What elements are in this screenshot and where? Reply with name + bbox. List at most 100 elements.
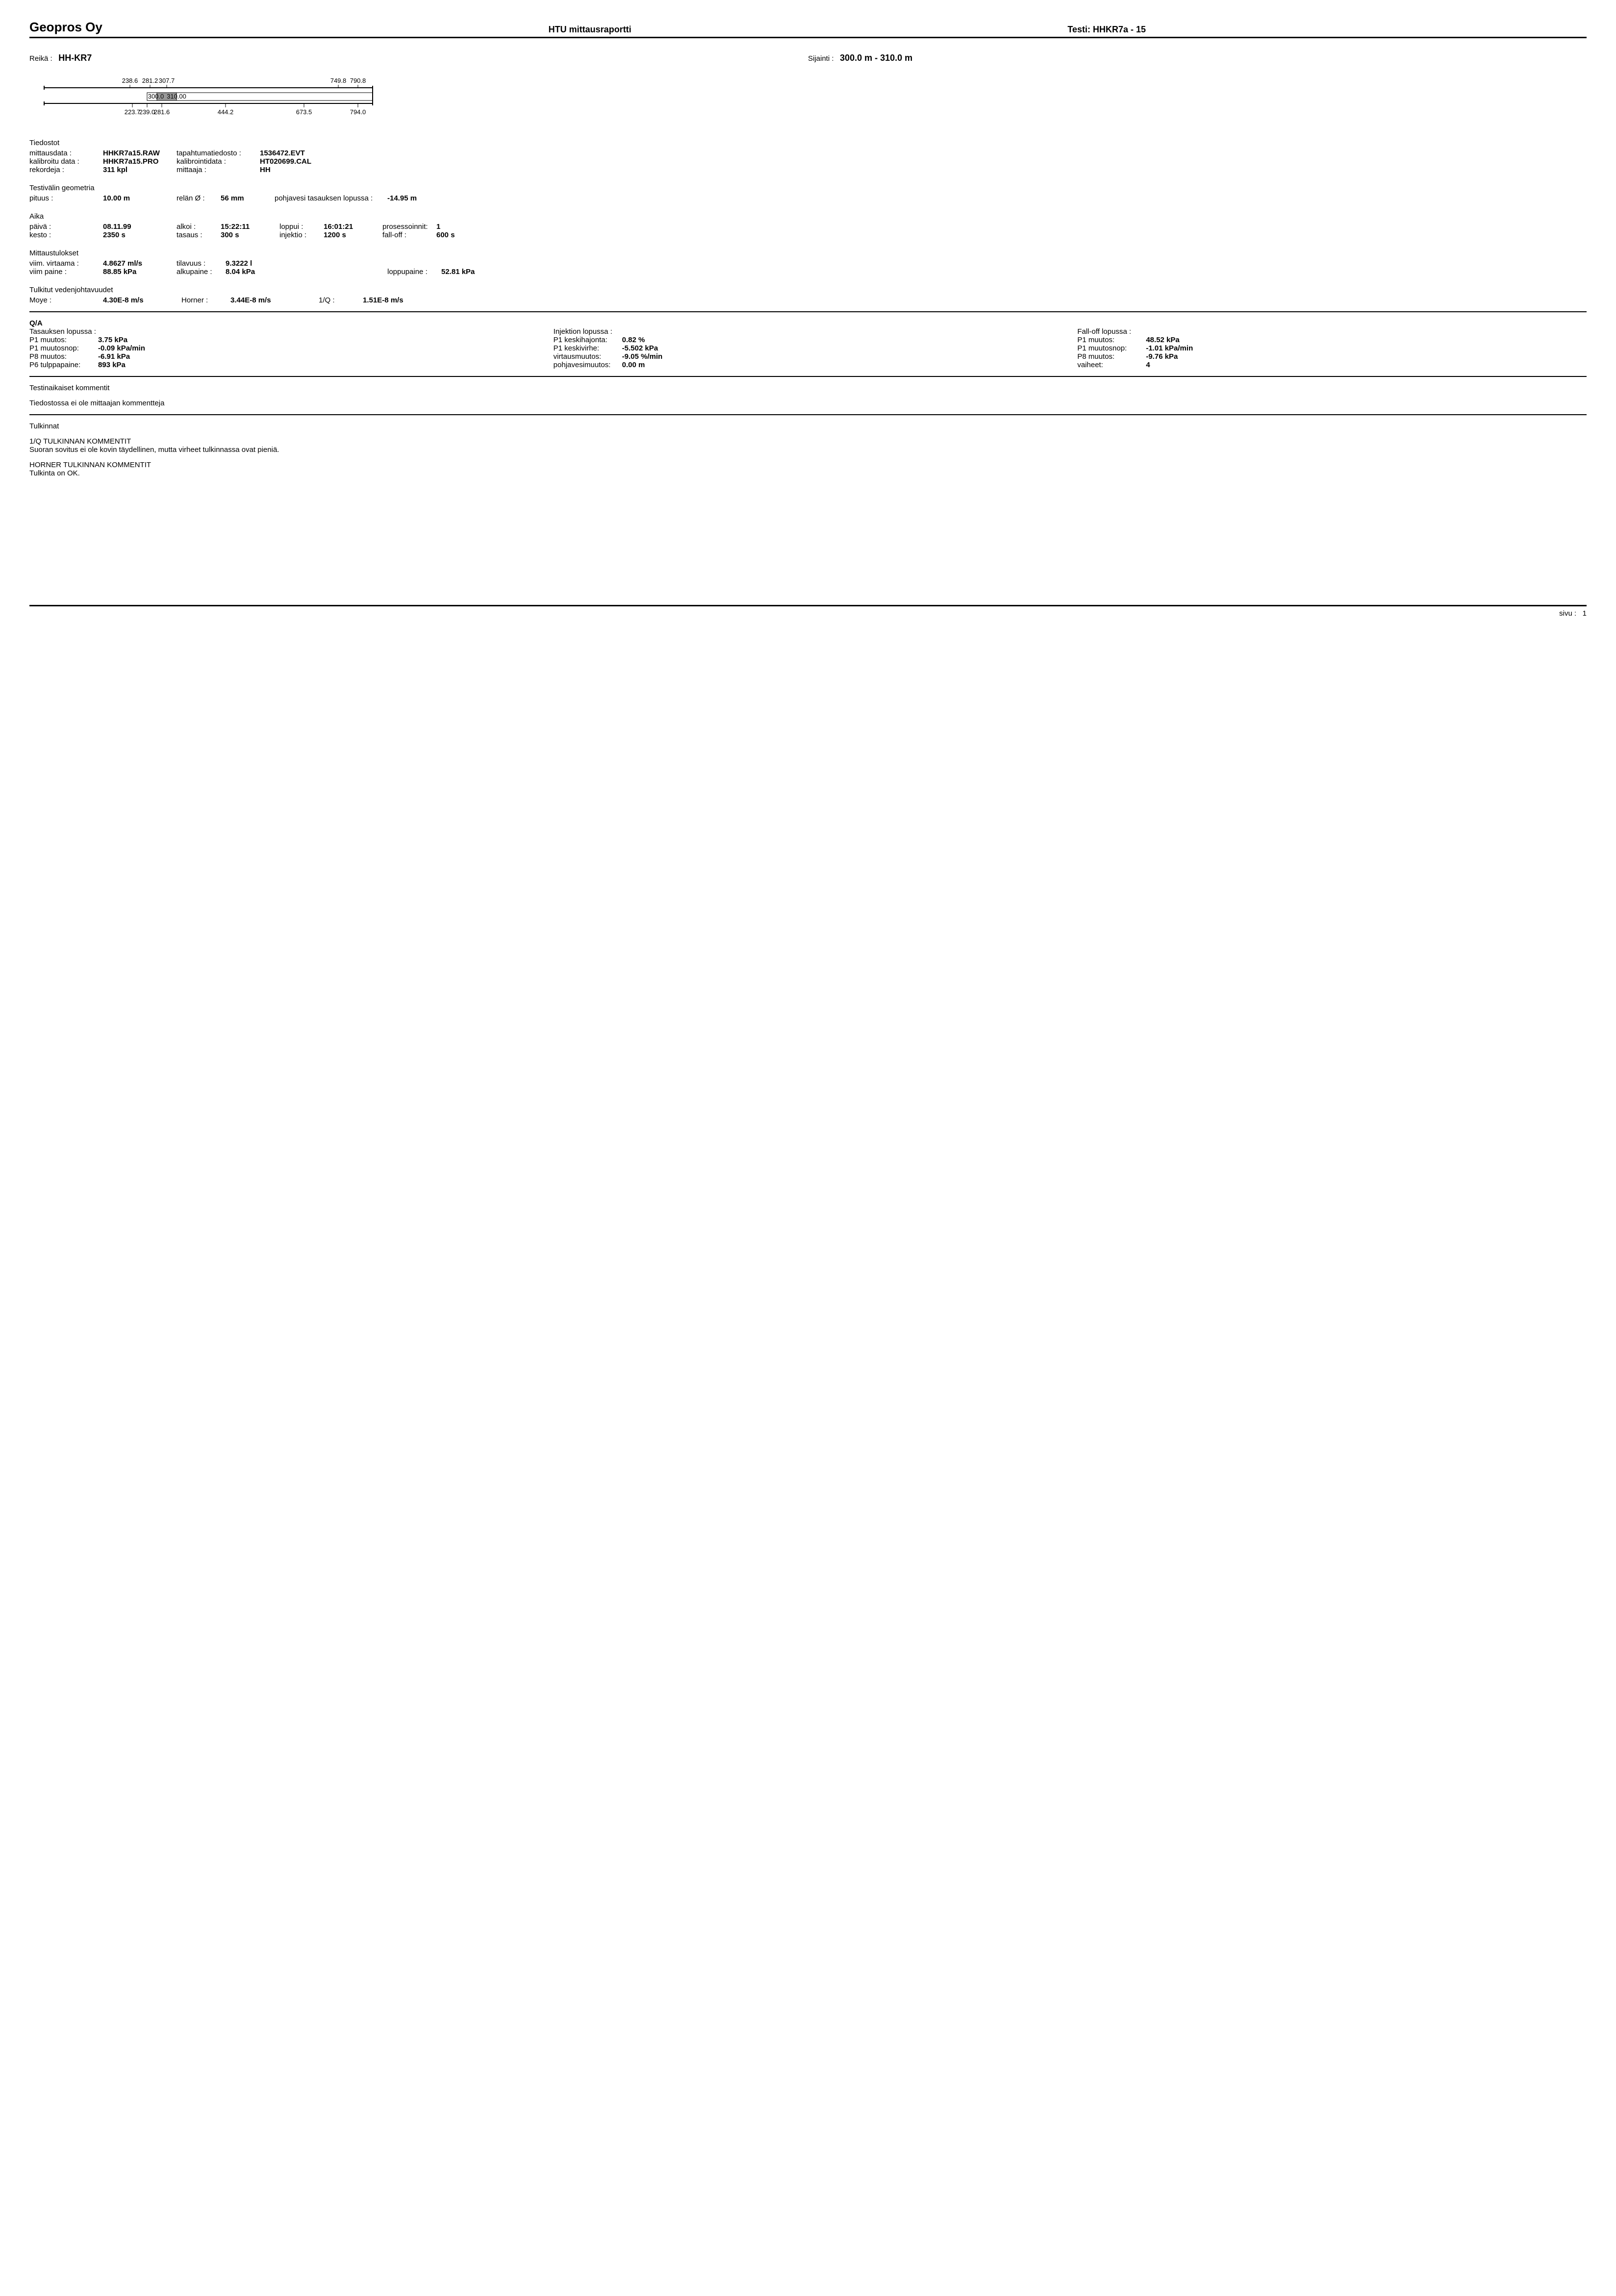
data-pair: loppui :16:01:21: [279, 223, 373, 231]
qa-column: Fall-off lopussa :P1 muutos:48.52 kPaP1 …: [1077, 327, 1587, 369]
qa-label: pohjavesimuutos:: [554, 361, 622, 369]
field-value: 600 s: [436, 231, 461, 239]
file-value: HH: [260, 166, 324, 174]
file-value: HHKR7a15.RAW: [103, 149, 167, 157]
divider: [29, 311, 1587, 312]
qa-label: P1 muutosnop:: [29, 344, 98, 352]
groundwater-value: -14.95 m: [387, 194, 451, 202]
svg-text:310.00: 310.00: [167, 93, 186, 100]
depth-diagram: 238.6281.2307.7749.8790.8 300.0310.00 22…: [29, 73, 1587, 124]
data-pair: Horner :3.44E-8 m/s: [181, 296, 309, 304]
svg-text:794.0: 794.0: [350, 108, 366, 116]
field-value: 9.3222 l: [226, 259, 275, 268]
data-pair: Moye :4.30E-8 m/s: [29, 296, 172, 304]
field-value: 15:22:11: [221, 223, 270, 231]
report-header: Geopros Oy HTU mittausraportti Testi: HH…: [29, 20, 1587, 38]
file-label: rekordeja :: [29, 166, 103, 174]
qa-value: -9.05 %/min: [622, 352, 663, 361]
svg-text:749.8: 749.8: [330, 77, 347, 84]
time-row-1: päivä :08.11.99alkoi :15:22:11loppui :16…: [29, 223, 1587, 231]
report-title: HTU mittausraportti: [549, 25, 1068, 35]
file-label: tapahtumatiedosto :: [177, 149, 260, 157]
results-title: Mittaustulokset: [29, 249, 1587, 257]
svg-text:223.7: 223.7: [125, 108, 141, 116]
file-label: kalibrointidata :: [177, 157, 260, 166]
field-label: injektio :: [279, 231, 324, 239]
svg-text:444.2: 444.2: [218, 108, 234, 116]
hole-label: Reikä :: [29, 54, 52, 63]
svg-text:300.0: 300.0: [148, 93, 164, 100]
qa-value: -6.91 kPa: [98, 352, 130, 361]
file-value: 311 kpl: [103, 166, 167, 174]
field-value: 16:01:21: [324, 223, 373, 231]
qa-label: P8 muutos:: [29, 352, 98, 361]
qa-label: P1 keskihajonta:: [554, 336, 622, 344]
qa-label: vaiheet:: [1077, 361, 1146, 369]
svg-text:281.6: 281.6: [154, 108, 170, 116]
qa-value: 3.75 kPa: [98, 336, 127, 344]
field-value: 3.44E-8 m/s: [230, 296, 309, 304]
field-value: 1200 s: [324, 231, 373, 239]
qa-label: P1 keskivirhe:: [554, 344, 622, 352]
page-label: sivu :: [1559, 609, 1576, 618]
hole-location-row: Reikä : HH-KR7 Sijainti : 300.0 m - 310.…: [29, 53, 1587, 63]
field-value: 1.51E-8 m/s: [363, 296, 431, 304]
test-id-value: HHKR7a - 15: [1093, 25, 1146, 34]
field-label: loppupaine :: [387, 268, 441, 276]
qa-value: -0.09 kPa/min: [98, 344, 145, 352]
field-label: kesto :: [29, 231, 103, 239]
time-title: Aika: [29, 212, 1587, 221]
geom-title: Testivälin geometria: [29, 184, 1587, 192]
qa-value: 893 kPa: [98, 361, 126, 369]
qa-label: P1 muutos:: [29, 336, 98, 344]
data-pair: päivä :08.11.99: [29, 223, 167, 231]
field-value: 4.8627 ml/s: [103, 259, 167, 268]
data-pair: alkupaine :8.04 kPa: [177, 268, 275, 276]
divider: [29, 376, 1587, 377]
groundwater-label: pohjavesi tasauksen lopussa :: [275, 194, 387, 202]
field-value: 52.81 kPa: [441, 268, 490, 276]
svg-text:673.5: 673.5: [296, 108, 312, 116]
data-pair: kesto :2350 s: [29, 231, 167, 239]
field-value: [328, 268, 378, 276]
qa-value: -5.502 kPa: [622, 344, 658, 352]
comments-text: Tiedostossa ei ole mittaajan kommentteja: [29, 399, 1587, 407]
svg-text:790.8: 790.8: [350, 77, 366, 84]
page-number: 1: [1583, 609, 1587, 618]
interp-horner-text: Tulkinta on OK.: [29, 469, 1587, 477]
field-label: viim. virtaama :: [29, 259, 103, 268]
results-row-2: viim paine :88.85 kPa alkupaine :8.04 kPa…: [29, 268, 1587, 276]
field-label: fall-off :: [382, 231, 436, 239]
field-value: 300 s: [221, 231, 270, 239]
field-label: [387, 259, 441, 268]
qa-label: virtausmuutos:: [554, 352, 622, 361]
data-pair: [284, 259, 378, 268]
qa-value: 0.00 m: [622, 361, 645, 369]
data-pair: loppupaine :52.81 kPa: [387, 268, 490, 276]
test-label: Testi:: [1067, 25, 1090, 34]
page-footer: sivu : 1: [29, 605, 1587, 618]
qa-label: P1 muutos:: [1077, 336, 1146, 344]
data-pair: tasaus :300 s: [177, 231, 270, 239]
field-label: Horner :: [181, 296, 230, 304]
field-label: tasaus :: [177, 231, 221, 239]
qa-value: -9.76 kPa: [1146, 352, 1178, 361]
data-pair: 1/Q :1.51E-8 m/s: [319, 296, 431, 304]
data-pair: fall-off :600 s: [382, 231, 461, 239]
qa-columns: Tasauksen lopussa :P1 muutos:3.75 kPaP1 …: [29, 327, 1587, 369]
field-value: 08.11.99: [103, 223, 167, 231]
svg-text:239.0: 239.0: [139, 108, 155, 116]
field-label: [284, 259, 328, 268]
interp-horner-title: HORNER TULKINNAN KOMMENTIT: [29, 461, 1587, 469]
diameter-label: relän Ø :: [177, 194, 221, 202]
qa-column: Tasauksen lopussa :P1 muutos:3.75 kPaP1 …: [29, 327, 539, 369]
file-value: HT020699.CAL: [260, 157, 324, 166]
files-title: Tiedostot: [29, 139, 1587, 147]
field-value: 1: [436, 223, 461, 231]
diameter-value: 56 mm: [221, 194, 265, 202]
field-value: 88.85 kPa: [103, 268, 167, 276]
data-pair: [284, 268, 378, 276]
data-pair: viim paine :88.85 kPa: [29, 268, 167, 276]
data-pair: injektio :1200 s: [279, 231, 373, 239]
interp-1q-text: Suoran sovitus ei ole kovin täydellinen,…: [29, 446, 1587, 454]
